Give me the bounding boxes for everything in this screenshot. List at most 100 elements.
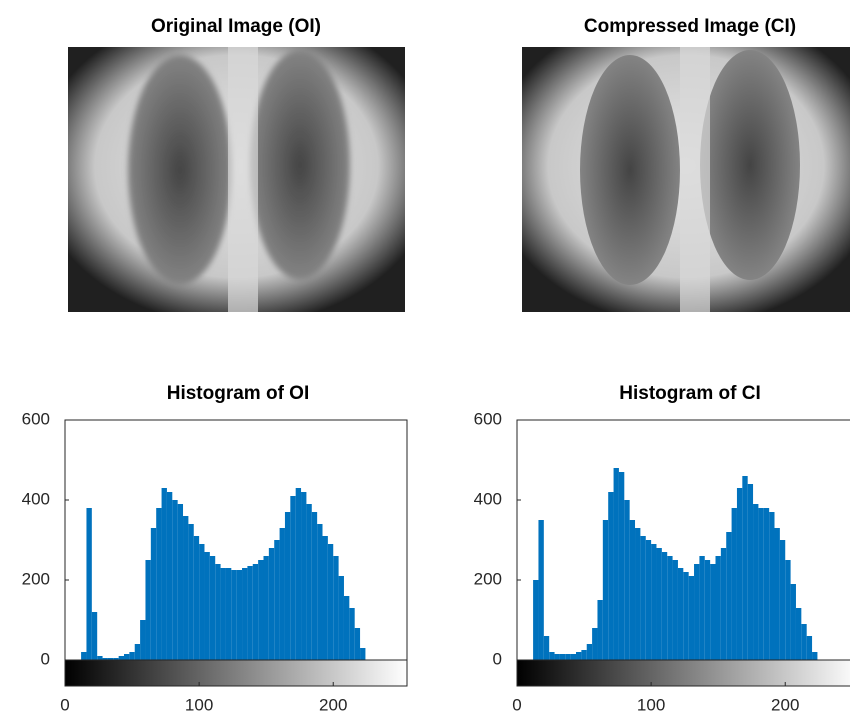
y-tick-label: 200 (22, 569, 50, 588)
histogram-bar (124, 654, 129, 660)
histogram-bar (630, 520, 635, 660)
colorbar (517, 660, 850, 686)
image-title: Original Image (OI) (151, 16, 321, 37)
histogram-bar (269, 548, 274, 660)
histogram-bar (280, 528, 285, 660)
histogram-bar (172, 500, 177, 660)
histogram-bar (640, 536, 645, 660)
histogram-bar (549, 652, 554, 660)
histogram-bar (646, 540, 651, 660)
histogram-bar (355, 628, 360, 660)
histogram-bar (290, 496, 295, 660)
histogram-bar (775, 528, 780, 660)
histogram-bar (162, 488, 167, 660)
histogram-bar (333, 556, 338, 660)
xray-image (68, 47, 405, 312)
chart-title: Histogram of CI (619, 383, 760, 404)
histogram-bar (683, 572, 688, 660)
x-tick-label: 200 (771, 695, 799, 714)
histogram-bar (796, 608, 801, 660)
y-tick-label: 400 (22, 489, 50, 508)
histogram-bar (344, 596, 349, 660)
histogram-bar (544, 636, 549, 660)
histogram-bar (624, 500, 629, 660)
y-tick-label: 600 (474, 409, 502, 428)
histogram-bar (619, 472, 624, 660)
histogram-bar (565, 654, 570, 660)
histogram-bar (119, 656, 124, 660)
histogram-bar (194, 536, 199, 660)
histogram-bar (667, 556, 672, 660)
histogram-bar (296, 488, 301, 660)
histogram-bar (323, 536, 328, 660)
histogram-bar (258, 560, 263, 660)
histogram-bar (215, 564, 220, 660)
histogram-bar (587, 644, 592, 660)
histogram-bar (694, 564, 699, 660)
histogram-bar (151, 528, 156, 660)
x-tick-label: 0 (512, 695, 521, 714)
histogram-bar (560, 654, 565, 660)
histogram-bar (780, 540, 785, 660)
histogram-bar (699, 556, 704, 660)
histogram-bar (242, 568, 247, 660)
histogram-bar (673, 560, 678, 660)
histogram-bar (710, 564, 715, 660)
histogram-bar (801, 624, 806, 660)
image-title: Compressed Image (CI) (584, 16, 796, 37)
histogram-bar (204, 552, 209, 660)
histogram-bar (785, 560, 790, 660)
histogram-bar (312, 512, 317, 660)
histogram-bar (571, 654, 576, 660)
colorbar (65, 660, 407, 686)
histogram-bar (581, 650, 586, 660)
histogram-bar (812, 652, 817, 660)
histogram-bar (576, 652, 581, 660)
histogram-bar (328, 544, 333, 660)
histogram-bar (183, 516, 188, 660)
histogram-bar (791, 584, 796, 660)
histogram-bar (129, 652, 134, 660)
histogram-bar (140, 620, 145, 660)
histogram-bar (678, 568, 683, 660)
x-tick-label: 0 (60, 695, 69, 714)
histogram-bar (263, 556, 268, 660)
histogram-bar (748, 484, 753, 660)
y-tick-label: 200 (474, 569, 502, 588)
chart-title: Histogram of OI (167, 383, 310, 404)
histogram-bar (614, 468, 619, 660)
histogram-bar (764, 508, 769, 660)
histogram-bar (555, 654, 560, 660)
histogram-bar (306, 504, 311, 660)
histogram-bar (360, 648, 365, 660)
histogram-bar (538, 520, 543, 660)
histogram-bar (726, 532, 731, 660)
histogram-bar (742, 476, 747, 660)
histogram-bar (226, 568, 231, 660)
histogram-bar (221, 568, 226, 660)
y-tick-label: 0 (493, 649, 502, 668)
y-tick-label: 400 (474, 489, 502, 508)
histogram-bar (274, 540, 279, 660)
histogram-bar (721, 548, 726, 660)
histogram-bar (662, 552, 667, 660)
histogram-bar (92, 612, 97, 660)
histogram-bar (199, 544, 204, 660)
xray-image (522, 47, 850, 312)
x-tick-label: 100 (185, 695, 213, 714)
histogram-bar (301, 492, 306, 660)
histogram-bar (81, 652, 86, 660)
histogram-bar (317, 524, 322, 660)
histogram-bar (732, 508, 737, 660)
histogram-bar (339, 576, 344, 660)
histogram-bar (167, 492, 172, 660)
histogram-bar (592, 628, 597, 660)
x-tick-label: 100 (637, 695, 665, 714)
y-tick-label: 0 (41, 649, 50, 668)
figure: Original Image (OI) Compressed Image (CI… (0, 0, 850, 718)
histogram-bar (635, 528, 640, 660)
histogram-bar (689, 576, 694, 660)
histogram-bar (715, 556, 720, 660)
histogram-bar (769, 512, 774, 660)
histogram-bar (156, 508, 161, 660)
